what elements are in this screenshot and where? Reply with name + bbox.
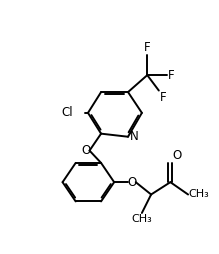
- Text: O: O: [173, 149, 182, 162]
- Text: O: O: [127, 176, 136, 189]
- Text: N: N: [130, 130, 139, 143]
- Text: F: F: [144, 41, 151, 54]
- Text: CH₃: CH₃: [131, 214, 152, 224]
- Text: Cl: Cl: [61, 106, 72, 119]
- Text: F: F: [168, 69, 175, 82]
- Text: O: O: [81, 144, 90, 157]
- Text: F: F: [160, 91, 167, 104]
- Text: CH₃: CH₃: [189, 189, 210, 199]
